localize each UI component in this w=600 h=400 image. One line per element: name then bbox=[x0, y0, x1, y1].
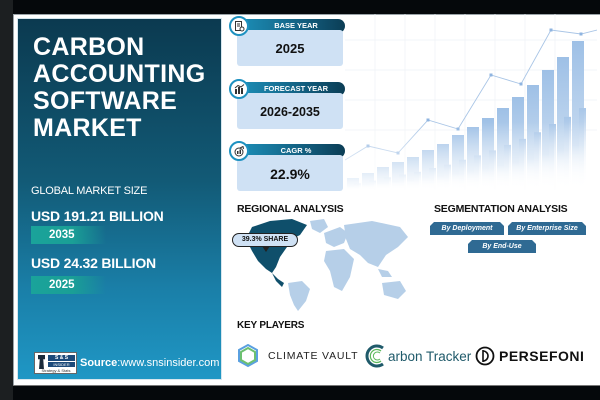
title-line: SOFTWARE bbox=[33, 87, 178, 115]
carbon-tracker-logo-icon bbox=[365, 344, 384, 368]
source-label: Source bbox=[80, 357, 118, 369]
segment-by-end-use[interactable]: By End-Use bbox=[468, 240, 536, 253]
current-year-badge: 2025 bbox=[31, 276, 106, 294]
window-bottom-bar bbox=[13, 385, 600, 400]
stat-label: CAGR % bbox=[239, 144, 345, 158]
title-line: ACCOUNTING bbox=[33, 60, 206, 88]
stat-value: 2026-2035 bbox=[237, 93, 343, 129]
title-line: CARBON bbox=[33, 33, 145, 61]
player-carbon-tracker: arbon Tracker bbox=[365, 342, 471, 370]
key-players-list: CLIMATE VAULT arbon Tracker PERSEFONI bbox=[237, 342, 597, 370]
world-map bbox=[246, 219, 408, 311]
sns-insider-logo: S & S INSIDER Strategy & Stats bbox=[34, 352, 77, 374]
source-url[interactable]: :www.snsinsider.com bbox=[117, 357, 220, 369]
page-title: CARBON ACCOUNTING SOFTWARE MARKET bbox=[33, 34, 223, 142]
player-name: PERSEFONI bbox=[499, 348, 585, 364]
window-top-bar bbox=[13, 0, 600, 13]
stat-value: 2025 bbox=[237, 30, 343, 66]
segment-by-deployment[interactable]: By Deployment bbox=[430, 222, 504, 235]
future-year-badge: 2035 bbox=[31, 226, 106, 244]
current-market-value: USD 24.32 BILLION bbox=[31, 255, 156, 271]
bar-chart-icon bbox=[229, 79, 249, 99]
regional-analysis-title: REGIONAL ANALYSIS bbox=[237, 203, 344, 215]
player-name: CLIMATE VAULT bbox=[268, 350, 359, 362]
player-name: arbon Tracker bbox=[388, 348, 472, 364]
stat-value: 22.9% bbox=[237, 155, 343, 191]
logo-text-mid: INSIDER bbox=[48, 362, 75, 367]
segment-by-enterprise-size[interactable]: By Enterprise Size bbox=[508, 222, 586, 235]
window-left-edge bbox=[0, 0, 13, 400]
player-climate-vault: CLIMATE VAULT bbox=[237, 342, 358, 370]
growth-icon bbox=[229, 141, 249, 161]
callout-pointer bbox=[262, 246, 270, 252]
market-size-label: GLOBAL MARKET SIZE bbox=[31, 185, 148, 197]
player-persefoni: PERSEFONI bbox=[475, 342, 584, 370]
stat-label: BASE YEAR bbox=[239, 19, 345, 33]
decorative-growth-chart bbox=[345, 14, 597, 194]
segmentation-analysis-title: SEGMENTATION ANALYSIS bbox=[434, 203, 568, 215]
persefoni-logo-icon bbox=[475, 346, 495, 366]
logo-text-bottom: Strategy & Stats bbox=[41, 368, 71, 373]
key-players-title: KEY PLAYERS bbox=[237, 320, 305, 331]
future-market-value: USD 191.21 BILLION bbox=[31, 208, 164, 224]
summary-panel: CARBON ACCOUNTING SOFTWARE MARKET GLOBAL… bbox=[17, 18, 222, 380]
logo-text-top: S & S bbox=[48, 355, 75, 361]
stat-label: FORECAST YEAR bbox=[239, 82, 345, 96]
region-share-callout: 39.3% SHARE bbox=[232, 233, 298, 247]
climate-vault-logo-icon bbox=[238, 344, 258, 368]
title-line: MARKET bbox=[33, 114, 142, 142]
chess-rook-icon bbox=[38, 355, 45, 369]
source-attribution: S & S INSIDER Strategy & Stats Source :w… bbox=[34, 352, 219, 374]
document-icon bbox=[229, 16, 249, 36]
